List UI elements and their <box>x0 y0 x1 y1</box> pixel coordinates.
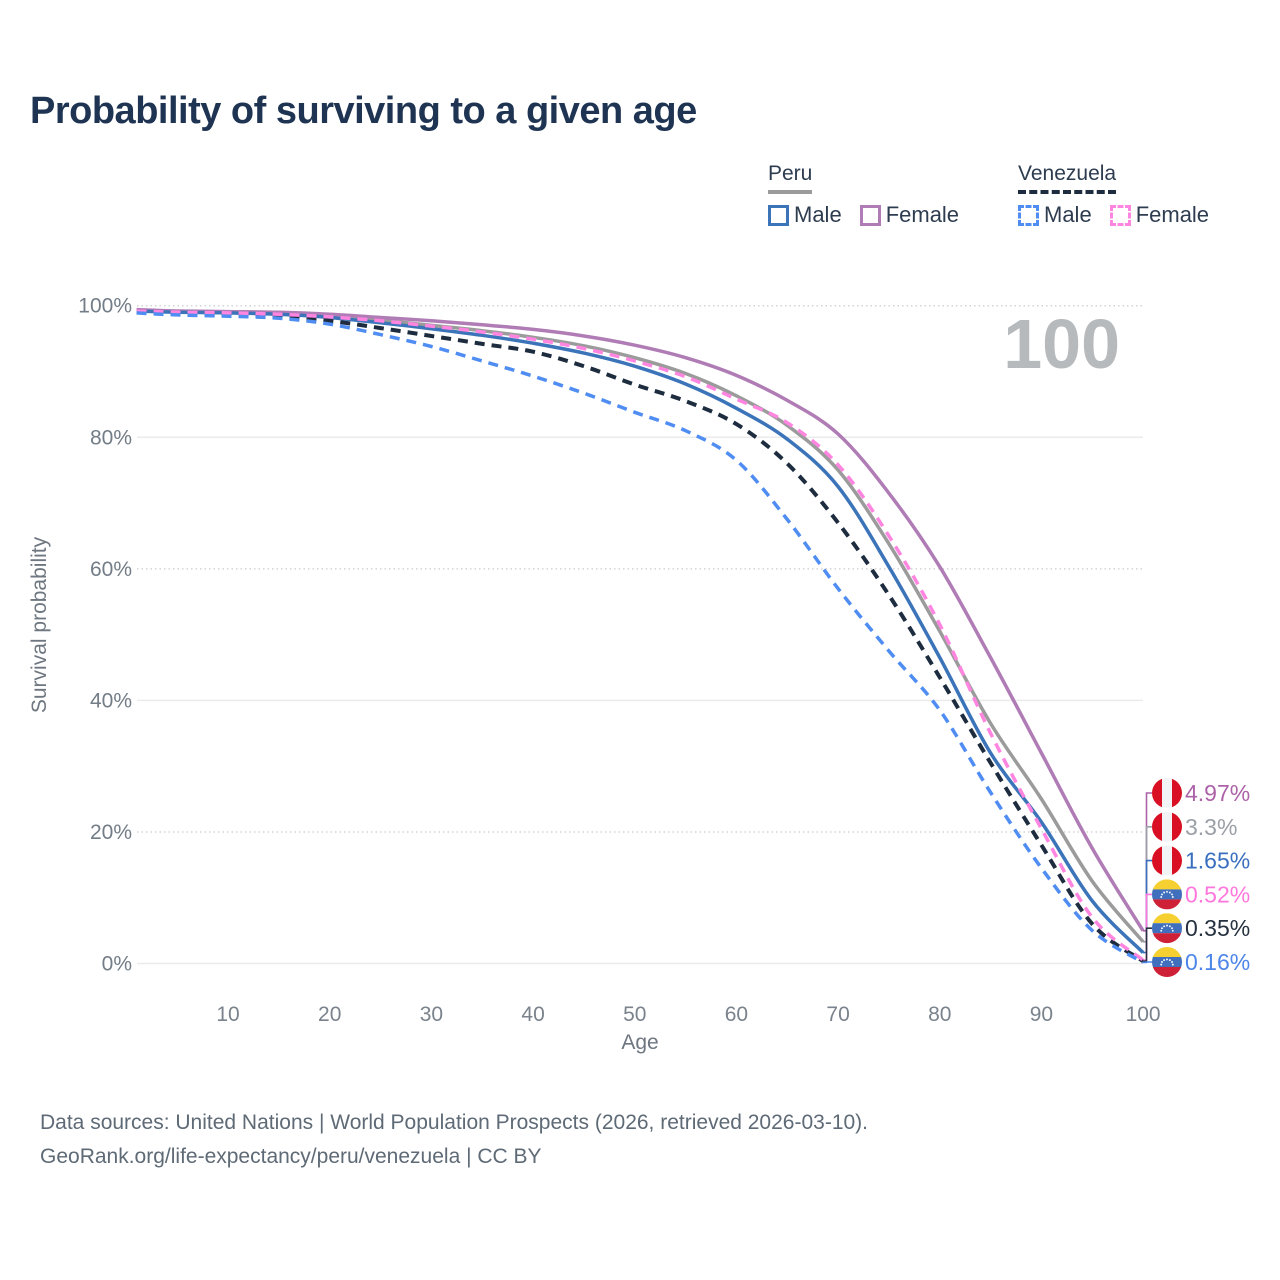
x-tick-label: 60 <box>725 1003 748 1026</box>
x-tick-label: 100 <box>1126 1003 1161 1026</box>
legend-item-peru-female[interactable]: Female <box>859 202 960 228</box>
peru-flag-icon <box>1152 811 1182 842</box>
x-tick-label: 10 <box>216 1003 239 1026</box>
legend-header-venezuela-label[interactable]: Venezuela <box>1018 162 1117 194</box>
footer-note: Data sources: United Nations | World Pop… <box>40 1106 868 1173</box>
end-label-connector <box>1143 893 1152 961</box>
x-tick-label: 30 <box>420 1003 443 1026</box>
curve-venezuela[interactable] <box>136 310 1145 963</box>
legend-header-venezuela[interactable]: Venezuela <box>1018 162 1209 194</box>
curve-peru-male[interactable] <box>136 309 1145 954</box>
legend-header-peru-label[interactable]: Peru <box>768 162 813 194</box>
x-tick-label: 90 <box>1030 1003 1053 1026</box>
legend-item-peru-male[interactable]: Male <box>768 202 842 228</box>
legend-item-label: Female <box>885 202 960 227</box>
venezuela-male-swatch-icon <box>1018 204 1039 226</box>
end-value-label: 0.35% <box>1185 915 1250 941</box>
peru-flag-icon <box>1152 845 1182 876</box>
legend-header-peru[interactable]: Peru <box>768 162 959 194</box>
venezuela-flag-icon <box>1152 913 1182 944</box>
end-label-connector <box>1143 927 1152 962</box>
y-tick-label: 0% <box>102 953 132 976</box>
page-title: Probability of surviving to a given age <box>30 90 697 132</box>
curve-peru-female[interactable] <box>136 307 1145 932</box>
end-label-connector <box>1143 859 1152 954</box>
legend-group-peru: Peru Male Female <box>768 162 959 228</box>
y-tick-label: 60% <box>90 558 132 581</box>
y-tick-label: 80% <box>90 426 132 449</box>
x-tick-label: 40 <box>521 1003 544 1026</box>
x-tick-label: 50 <box>623 1003 646 1026</box>
x-tick-label: 20 <box>318 1003 341 1026</box>
y-tick-label: 40% <box>90 689 132 712</box>
peru-male-swatch-icon <box>768 204 789 226</box>
peru-flag-icon <box>1152 778 1182 808</box>
x-tick-label: 70 <box>826 1003 849 1026</box>
data-sources-line: Data sources: United Nations | World Pop… <box>40 1111 869 1134</box>
y-tick-label: 20% <box>90 821 132 844</box>
x-tick-label: 80 <box>928 1003 951 1026</box>
end-label-connector <box>1143 792 1152 932</box>
legend-group-venezuela: Venezuela Male Female <box>1018 162 1209 228</box>
y-tick-label: 100% <box>78 295 132 318</box>
x-axis-title: Age <box>621 1031 658 1054</box>
venezuela-female-swatch-icon <box>1109 204 1131 226</box>
venezuela-flag-icon <box>1152 947 1182 977</box>
curve-venezuela-female[interactable] <box>136 309 1145 962</box>
legend-item-venezuela-male[interactable]: Male <box>1018 202 1092 228</box>
legend-item-label: Male <box>1044 202 1092 227</box>
curve-peru[interactable] <box>136 308 1145 943</box>
end-value-label: 0.52% <box>1185 881 1250 907</box>
peru-female-swatch-icon <box>859 204 881 226</box>
end-label-connector <box>1143 826 1152 943</box>
legend-item-label: Female <box>1135 202 1210 227</box>
end-value-label: 0.16% <box>1185 949 1250 975</box>
age-watermark: 100 <box>1003 305 1120 383</box>
legend-item-venezuela-female[interactable]: Female <box>1109 202 1210 228</box>
end-value-label: 3.3% <box>1185 814 1237 840</box>
legend-item-label: Male <box>794 202 842 227</box>
attribution-line: GeoRank.org/life-expectancy/peru/venezue… <box>40 1144 542 1168</box>
venezuela-flag-icon <box>1152 879 1182 910</box>
curve-venezuela-male[interactable] <box>136 311 1145 964</box>
y-axis-title: Survival probability <box>28 536 51 713</box>
end-value-label: 1.65% <box>1185 848 1250 874</box>
end-value-label: 4.97% <box>1185 780 1250 806</box>
